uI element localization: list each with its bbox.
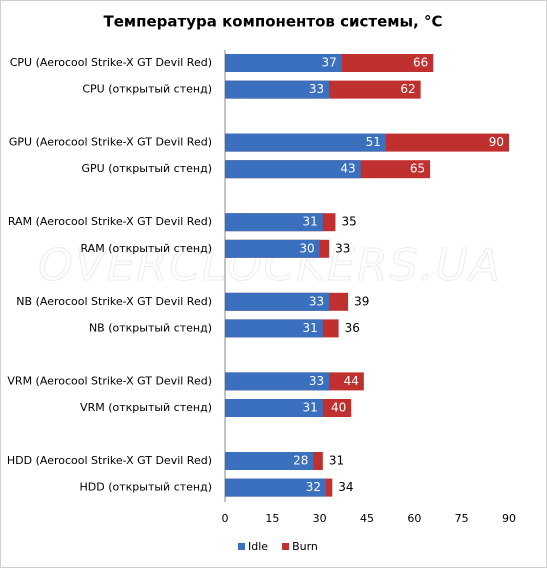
data-label: 31 (303, 401, 318, 415)
x-tick-label: 0 (222, 512, 229, 525)
data-label: 35 (341, 215, 356, 229)
data-label: 31 (303, 215, 318, 229)
chart-title: Температура компонентов системы, °C (103, 13, 442, 31)
bar (225, 213, 323, 232)
bar (225, 160, 361, 179)
bar (225, 239, 320, 258)
x-tick-label: 75 (455, 512, 469, 525)
x-tick-label: 15 (265, 512, 279, 525)
bar (225, 133, 386, 152)
legend-label: Idle (248, 540, 268, 553)
data-label: 33 (335, 241, 350, 255)
legend-swatch (238, 543, 245, 550)
data-label: 30 (299, 241, 314, 255)
data-label: 90 (489, 135, 504, 149)
y-tick-label: HDD (открытый стенд) (80, 481, 213, 494)
data-label: 31 (329, 454, 344, 468)
data-label: 33 (309, 374, 324, 388)
legend-swatch (282, 543, 290, 550)
data-label: 65 (410, 162, 425, 176)
bar (225, 292, 330, 311)
data-label: 40 (331, 401, 346, 415)
y-tick-label: VRM (открытый стенд) (80, 401, 212, 414)
x-tick-label: 90 (502, 512, 516, 525)
y-tick-label: GPU (открытый стенд) (82, 162, 213, 175)
data-label: 33 (309, 294, 324, 308)
x-tick-label: 30 (313, 512, 327, 525)
data-label: 37 (321, 56, 336, 70)
y-tick-label: GPU (Aerocool Strike-X GT Devil Red) (9, 136, 212, 149)
data-label: 51 (366, 135, 381, 149)
y-tick-label: RAM (Aerocool Strike-X GT Devil Red) (8, 215, 212, 228)
x-tick-label: 60 (407, 512, 421, 525)
data-label: 34 (338, 480, 353, 494)
bar (225, 319, 323, 338)
bar (225, 478, 326, 497)
y-tick-label: CPU (открытый стенд) (82, 83, 212, 96)
bar (225, 54, 342, 72)
data-label: 36 (345, 321, 360, 335)
y-tick-label: VRM (Aerocool Strike-X GT Devil Red) (7, 374, 212, 387)
y-tick-label: HDD (Aerocool Strike-X GT Devil Red) (7, 454, 212, 467)
data-label: 62 (400, 82, 415, 96)
bar (225, 372, 330, 391)
data-label: 32 (306, 480, 321, 494)
y-tick-label: CPU (Aerocool Strike-X GT Devil Red) (10, 56, 212, 69)
bar (225, 80, 330, 99)
legend-label: Burn (292, 540, 318, 553)
x-tick-label: 45 (360, 512, 374, 525)
y-tick-label: RAM (открытый стенд) (80, 242, 212, 255)
data-label: 44 (344, 374, 359, 388)
data-label: 31 (303, 321, 318, 335)
data-label: 43 (340, 162, 355, 176)
data-label: 33 (309, 82, 324, 96)
bar (225, 452, 314, 470)
y-tick-label: NB (открытый стенд) (89, 321, 212, 334)
data-label: 28 (293, 454, 308, 468)
data-label: 66 (413, 56, 428, 70)
y-tick-label: NB (Aerocool Strike-X GT Devil Red) (16, 295, 212, 308)
bar (225, 399, 323, 417)
data-label: 39 (354, 294, 369, 308)
